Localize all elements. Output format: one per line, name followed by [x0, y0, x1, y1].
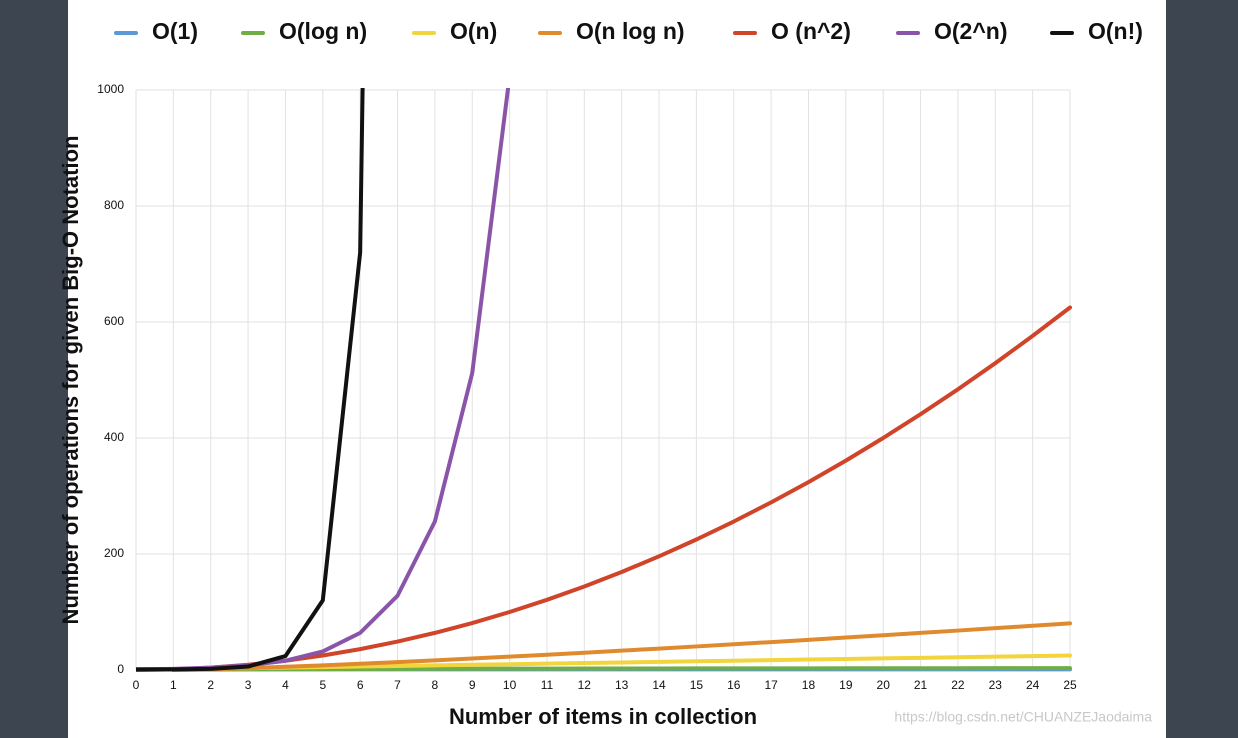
x-tick-label: 8 — [432, 678, 439, 692]
x-tick-label: 18 — [802, 678, 816, 692]
plot-area — [136, 88, 1072, 672]
x-tick-label: 21 — [914, 678, 928, 692]
x-tick-label: 13 — [615, 678, 629, 692]
y-tick-label: 600 — [104, 314, 124, 328]
x-tick-label: 14 — [652, 678, 666, 692]
x-tick-label: 4 — [282, 678, 289, 692]
x-tick-label: 23 — [989, 678, 1003, 692]
slide — [68, 0, 1166, 738]
x-axis-title: Number of items in collection — [449, 704, 757, 729]
x-tick-label: 16 — [727, 678, 741, 692]
x-tick-label: 6 — [357, 678, 364, 692]
x-tick-label: 7 — [394, 678, 401, 692]
y-axis-title: Number of operations for given Big-O Not… — [58, 136, 83, 625]
legend-label: O(2^n) — [934, 18, 1007, 44]
y-tick-label: 800 — [104, 198, 124, 212]
x-tick-label: 24 — [1026, 678, 1040, 692]
x-tick-label: 1 — [170, 678, 177, 692]
legend-label: O(n) — [450, 18, 497, 44]
x-tick-label: 5 — [319, 678, 326, 692]
x-tick-label: 2 — [207, 678, 214, 692]
x-tick-label: 11 — [541, 678, 554, 692]
y-tick-label: 200 — [104, 546, 124, 560]
legend-label: O (n^2) — [771, 18, 851, 44]
y-tick-label: 400 — [104, 430, 124, 444]
x-tick-label: 9 — [469, 678, 476, 692]
y-tick-label: 1000 — [97, 82, 124, 96]
x-tick-label: 0 — [133, 678, 140, 692]
x-tick-label: 22 — [951, 678, 965, 692]
legend-label: O(n log n) — [576, 18, 685, 44]
x-tick-label: 20 — [877, 678, 891, 692]
legend-label: O(log n) — [279, 18, 367, 44]
watermark: https://blog.csdn.net/CHUANZEJaodaima — [894, 709, 1152, 725]
x-tick-label: 10 — [503, 678, 517, 692]
x-tick-label: 17 — [764, 678, 778, 692]
y-tick-label: 0 — [117, 662, 124, 676]
x-tick-label: 3 — [245, 678, 252, 692]
legend-label: O(n!) — [1088, 18, 1143, 44]
x-tick-label: 15 — [690, 678, 704, 692]
series-line — [171, 621, 1072, 672]
x-tick-label: 12 — [578, 678, 592, 692]
series-line — [136, 88, 365, 672]
x-tick-label: 19 — [839, 678, 853, 692]
legend-label: O(1) — [152, 18, 198, 44]
x-tick-label: 25 — [1063, 678, 1077, 692]
